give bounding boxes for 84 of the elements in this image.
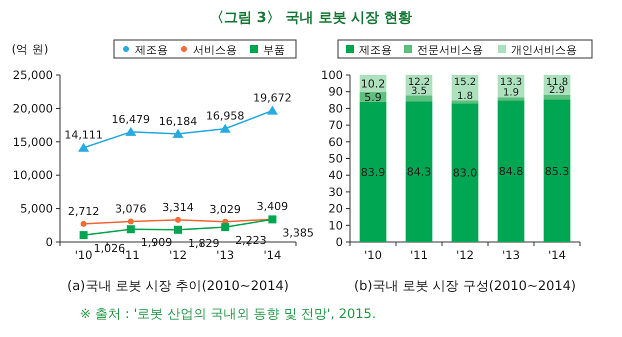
data-label: 3,385 (282, 226, 314, 240)
x-tick-label: '10 (364, 248, 382, 262)
bar (544, 100, 570, 242)
y-tick-label: 10 (328, 218, 343, 232)
x-tick-label: '12 (169, 248, 187, 262)
point (80, 231, 88, 240)
y-tick-label: 10,000 (12, 168, 53, 182)
bar (498, 100, 524, 242)
data-label: 1.8 (457, 90, 473, 102)
data-label: 16,958 (206, 110, 244, 123)
x-axis-title: (a)국내 로봇 시장 추이(2010~2014) (67, 279, 289, 294)
point (221, 223, 230, 232)
y-tick-label: 40 (328, 168, 343, 182)
data-label: 3,314 (162, 200, 194, 214)
y-tick-label: 15,000 (12, 134, 53, 149)
data-label: 1.9 (503, 88, 519, 99)
data-label: 1,026 (94, 242, 126, 256)
y-tick-label: 80 (328, 101, 343, 116)
data-label: 16,184 (158, 114, 198, 128)
x-tick-label: '13 (216, 248, 234, 262)
y-tick-label: 100 (321, 68, 343, 82)
point (125, 126, 136, 136)
data-label: 2.9 (549, 85, 565, 96)
point (78, 142, 90, 152)
y-tick-label: 90 (328, 84, 343, 99)
y-tick-label: 30 (328, 184, 343, 199)
data-label: 3,076 (115, 202, 147, 216)
legend-label: 제조용 (359, 44, 392, 56)
legend-label: 부품 (263, 44, 285, 56)
legend-label: 개인서비스용 (511, 44, 577, 56)
data-label: 10.2 (360, 78, 386, 91)
y-tick-label: 20,000 (12, 101, 53, 116)
x-tick-label: '14 (548, 248, 566, 262)
point (172, 128, 184, 138)
data-label: 83.9 (360, 166, 386, 179)
point (128, 218, 134, 224)
x-tick-label: '14 (264, 248, 282, 262)
data-label: 15.2 (454, 77, 476, 88)
data-label: 84.8 (498, 165, 524, 178)
x-tick-label: '11 (410, 248, 428, 262)
data-label: 2,712 (68, 204, 100, 218)
legend-label: 제조용 (135, 44, 168, 56)
data-label: 12.2 (408, 77, 430, 88)
point (80, 220, 87, 227)
y-axis-title: (억 원) (12, 42, 48, 56)
bar (544, 94, 570, 100)
data-label: 3.5 (411, 86, 427, 97)
x-axis-title: (b)국내 로봇 시장 구성(2010~2014) (354, 279, 576, 294)
chart-title: 〈그림 3〉 국내 로봇 시장 현황 (210, 10, 412, 26)
y-tick-label: 0 (336, 235, 343, 249)
data-label: 19,672 (253, 92, 292, 105)
data-label: 84.3 (406, 166, 432, 179)
bar (452, 100, 478, 104)
point (175, 216, 181, 223)
x-tick-label: '13 (502, 248, 520, 262)
y-tick-label: 70 (328, 118, 343, 132)
x-tick-label: '12 (456, 248, 474, 262)
text: ※ 출처 : '로봇 산업의 국내외 동향 및 전망', 2015. (80, 307, 376, 322)
bar (406, 101, 432, 242)
point (126, 225, 135, 234)
data-label: 83.0 (452, 166, 478, 180)
data-label: 3,409 (256, 200, 288, 214)
data-label: 16,479 (112, 112, 150, 126)
bar (498, 97, 524, 100)
y-tick-label: 25,000 (12, 68, 53, 82)
point (220, 124, 231, 133)
bar (360, 102, 386, 242)
y-tick-label: 0 (46, 235, 53, 249)
legend-label: 전문서비스용 (417, 44, 483, 56)
y-tick-label: 60 (328, 134, 343, 149)
bar (406, 95, 432, 102)
y-tick-label: 5,000 (20, 202, 53, 216)
x-tick-label: '10 (74, 248, 92, 262)
y-tick-label: 20 (328, 202, 343, 216)
data-label: 3,029 (209, 202, 241, 216)
data-label: 5.9 (364, 90, 382, 104)
legend-label: 서비스용 (193, 44, 237, 56)
data-label: 14,111 (64, 128, 103, 142)
data-label: 85.3 (544, 164, 570, 178)
y-tick-label: 50 (328, 152, 343, 166)
point (174, 226, 182, 234)
data-label: 13.3 (500, 77, 522, 88)
point (266, 106, 278, 115)
bar (452, 103, 478, 242)
